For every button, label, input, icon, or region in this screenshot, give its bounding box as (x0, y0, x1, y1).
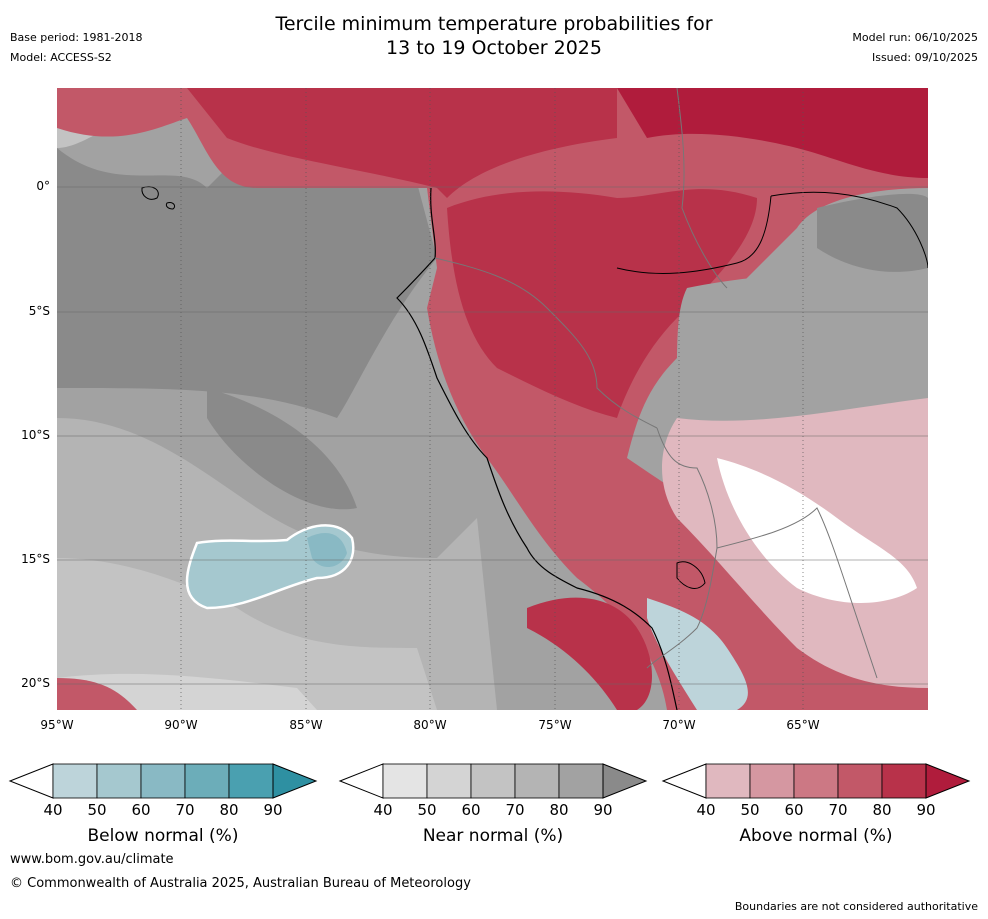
tick: 50 (740, 801, 760, 819)
above-normal-strongest-ne (617, 88, 928, 178)
model-name: Model: ACCESS-S2 (10, 51, 112, 64)
map-canvas (57, 88, 928, 710)
dark-grey-region-2 (207, 388, 357, 510)
tick: 80 (219, 801, 239, 819)
light-grey-region (57, 558, 437, 710)
colorbar-below-segment (184, 763, 230, 799)
lat-label-20s: 20°S (21, 676, 50, 690)
tick: 90 (263, 801, 283, 819)
lake-titicaca (676, 561, 706, 589)
colorbar-above-lower-arrow (661, 763, 707, 799)
lon-label-70w: 70°W (662, 718, 696, 732)
colorbar-near-segment (558, 763, 604, 799)
colorbar-near-segment (382, 763, 428, 799)
lon-label-90w: 90°W (164, 718, 198, 732)
colorbar-below-segment (52, 763, 98, 799)
title-line-2: 13 to 19 October 2025 (386, 37, 602, 59)
lat-label-0: 0° (36, 179, 50, 193)
lat-label-10s: 10°S (21, 428, 50, 442)
tick: 60 (131, 801, 151, 819)
left-meta: Base period: 1981-2018 Model: ACCESS-S2 (10, 31, 142, 71)
colorbar-above-title: Above normal (%) (739, 826, 893, 846)
colorbar-above-segment (793, 763, 839, 799)
tick: 80 (872, 801, 892, 819)
tick: 70 (175, 801, 195, 819)
colorbar-above-segment (881, 763, 927, 799)
base-period: Base period: 1981-2018 (10, 31, 143, 44)
below-normal-patch-core (307, 533, 347, 568)
tick: 70 (505, 801, 525, 819)
latitude-lines (57, 186, 928, 685)
colorbar-near-upper-arrow (602, 763, 648, 799)
ne-grey-patch (817, 193, 928, 272)
right-meta: Model run: 06/10/2025 Issued: 09/10/2025 (852, 31, 978, 71)
tick: 90 (593, 801, 613, 819)
below-normal-patch-altiplano (647, 598, 748, 710)
colorbar-below-title: Below normal (%) (87, 826, 239, 846)
colorbar-above-segment (837, 763, 883, 799)
tick: 40 (43, 801, 63, 819)
footer-copyright: © Commonwealth of Australia 2025, Austra… (10, 876, 471, 891)
tick: 50 (87, 801, 107, 819)
colorbar-above-segment (749, 763, 795, 799)
above-normal-strong-north (187, 88, 617, 198)
lat-label-5s: 5°S (28, 304, 50, 318)
galapagos-islet (165, 202, 176, 210)
colorbar-above (661, 763, 971, 799)
tick: 40 (696, 801, 716, 819)
colorbar-below-segment (228, 763, 274, 799)
east-near-normal-region (677, 273, 928, 418)
tick: 50 (417, 801, 437, 819)
colorbar-near-segment (426, 763, 472, 799)
lat-label-15s: 15°S (21, 552, 50, 566)
border-colombia-brazil (676, 88, 728, 289)
colorbar-near-title: Near normal (%) (422, 826, 564, 846)
model-run: Model run: 06/10/2025 (852, 31, 978, 44)
tick: 70 (828, 801, 848, 819)
title-line-1: Tercile minimum temperature probabilitie… (275, 13, 713, 35)
tick: 60 (461, 801, 481, 819)
colorbar-below-upper-arrow (272, 763, 318, 799)
above-normal-sw (57, 678, 137, 710)
footer-note: Boundaries are not considered authoritat… (734, 900, 978, 913)
issued-date: Issued: 09/10/2025 (871, 51, 978, 64)
lon-label-75w: 75°W (538, 718, 572, 732)
colorbar-below-segment (140, 763, 186, 799)
river-amazon-east (770, 191, 928, 269)
white-no-signal-region (717, 458, 917, 603)
colorbar-near-segment (470, 763, 516, 799)
map-title: Tercile minimum temperature probabilitie… (0, 12, 988, 60)
border-bolivia-brazil (716, 507, 878, 679)
dark-grey-region (57, 148, 437, 418)
lon-label-80w: 80°W (413, 718, 447, 732)
river-amazon-west (616, 195, 772, 274)
above-normal-strong-andes (527, 597, 652, 710)
tick: 90 (916, 801, 936, 819)
lon-label-85w: 85°W (289, 718, 323, 732)
tick: 60 (784, 801, 804, 819)
colorbar-near-segment (514, 763, 560, 799)
tick: 40 (373, 801, 393, 819)
above-normal-strong-amazon (447, 189, 757, 418)
colorbar-below-segment (96, 763, 142, 799)
colorbar-near (338, 763, 648, 799)
border-peru-ecuador-colombia (434, 257, 658, 429)
footer-url: www.bom.gov.au/climate (10, 852, 174, 867)
coastline (396, 187, 678, 710)
lon-label-65w: 65°W (786, 718, 820, 732)
probability-map (57, 88, 928, 710)
colorbar-above-segment (705, 763, 751, 799)
lon-label-95w: 95°W (40, 718, 74, 732)
colorbar-near-lower-arrow (338, 763, 384, 799)
tick: 80 (549, 801, 569, 819)
colorbar-below (8, 763, 318, 799)
colorbar-above-upper-arrow (925, 763, 971, 799)
colorbar-below-lower-arrow (8, 763, 54, 799)
